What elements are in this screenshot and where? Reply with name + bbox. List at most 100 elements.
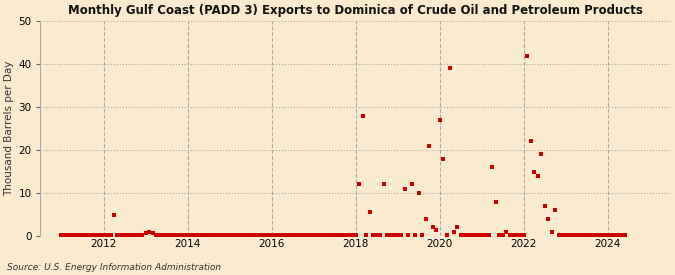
- Point: [63, 233, 74, 237]
- Point: [368, 233, 379, 237]
- Point: [74, 233, 84, 237]
- Point: [192, 233, 203, 237]
- Point: [95, 233, 105, 237]
- Point: [421, 217, 431, 221]
- Point: [277, 233, 288, 237]
- Point: [284, 233, 295, 237]
- Point: [441, 233, 452, 237]
- Point: [550, 208, 561, 213]
- Point: [196, 233, 207, 237]
- Point: [308, 233, 319, 237]
- Point: [182, 233, 193, 237]
- Point: [235, 233, 246, 237]
- Point: [227, 233, 238, 237]
- Point: [154, 233, 165, 237]
- Point: [242, 233, 252, 237]
- Point: [224, 233, 235, 237]
- Point: [109, 212, 119, 217]
- Point: [101, 233, 112, 237]
- Point: [347, 233, 358, 237]
- Point: [434, 118, 445, 122]
- Point: [301, 233, 312, 237]
- Point: [122, 233, 133, 237]
- Point: [105, 233, 116, 237]
- Point: [585, 233, 595, 237]
- Point: [452, 225, 463, 230]
- Point: [56, 233, 67, 237]
- Point: [610, 233, 620, 237]
- Point: [315, 233, 326, 237]
- Point: [217, 233, 228, 237]
- Point: [294, 233, 305, 237]
- Point: [179, 233, 190, 237]
- Point: [175, 233, 186, 237]
- Point: [379, 182, 389, 187]
- Point: [70, 233, 81, 237]
- Point: [238, 233, 249, 237]
- Point: [80, 233, 91, 237]
- Point: [448, 230, 459, 234]
- Point: [91, 233, 102, 237]
- Point: [526, 139, 537, 144]
- Point: [616, 233, 627, 237]
- Point: [288, 233, 298, 237]
- Point: [480, 233, 491, 237]
- Text: Source: U.S. Energy Information Administration: Source: U.S. Energy Information Administ…: [7, 263, 221, 272]
- Point: [581, 233, 592, 237]
- Point: [469, 233, 480, 237]
- Point: [248, 233, 259, 237]
- Point: [560, 233, 571, 237]
- Point: [389, 233, 400, 237]
- Point: [214, 233, 225, 237]
- Point: [171, 233, 182, 237]
- Point: [427, 225, 438, 230]
- Point: [137, 233, 148, 237]
- Point: [88, 233, 99, 237]
- Point: [599, 233, 610, 237]
- Point: [67, 233, 78, 237]
- Point: [322, 233, 333, 237]
- Point: [483, 233, 494, 237]
- Point: [396, 233, 406, 237]
- Point: [151, 233, 161, 237]
- Point: [360, 233, 371, 237]
- Point: [602, 233, 613, 237]
- Point: [518, 233, 529, 237]
- Point: [312, 233, 323, 237]
- Point: [364, 210, 375, 214]
- Point: [130, 233, 140, 237]
- Point: [477, 233, 487, 237]
- Point: [207, 233, 217, 237]
- Point: [490, 199, 501, 204]
- Point: [112, 233, 123, 237]
- Point: [416, 233, 427, 237]
- Point: [487, 165, 497, 169]
- Point: [613, 233, 624, 237]
- Point: [266, 233, 277, 237]
- Point: [578, 233, 589, 237]
- Point: [161, 233, 172, 237]
- Point: [532, 174, 543, 178]
- Point: [522, 53, 533, 58]
- Point: [543, 217, 554, 221]
- Point: [382, 233, 393, 237]
- Point: [263, 233, 273, 237]
- Point: [536, 152, 547, 156]
- Point: [232, 233, 242, 237]
- Point: [189, 233, 200, 237]
- Point: [437, 156, 448, 161]
- Point: [259, 233, 270, 237]
- Point: [571, 233, 582, 237]
- Point: [392, 233, 403, 237]
- Point: [77, 233, 88, 237]
- Point: [119, 233, 130, 237]
- Point: [280, 233, 291, 237]
- Point: [326, 233, 337, 237]
- Point: [357, 114, 368, 118]
- Point: [620, 233, 631, 237]
- Point: [298, 233, 308, 237]
- Point: [406, 182, 417, 187]
- Point: [504, 233, 515, 237]
- Point: [116, 233, 127, 237]
- Point: [385, 233, 396, 237]
